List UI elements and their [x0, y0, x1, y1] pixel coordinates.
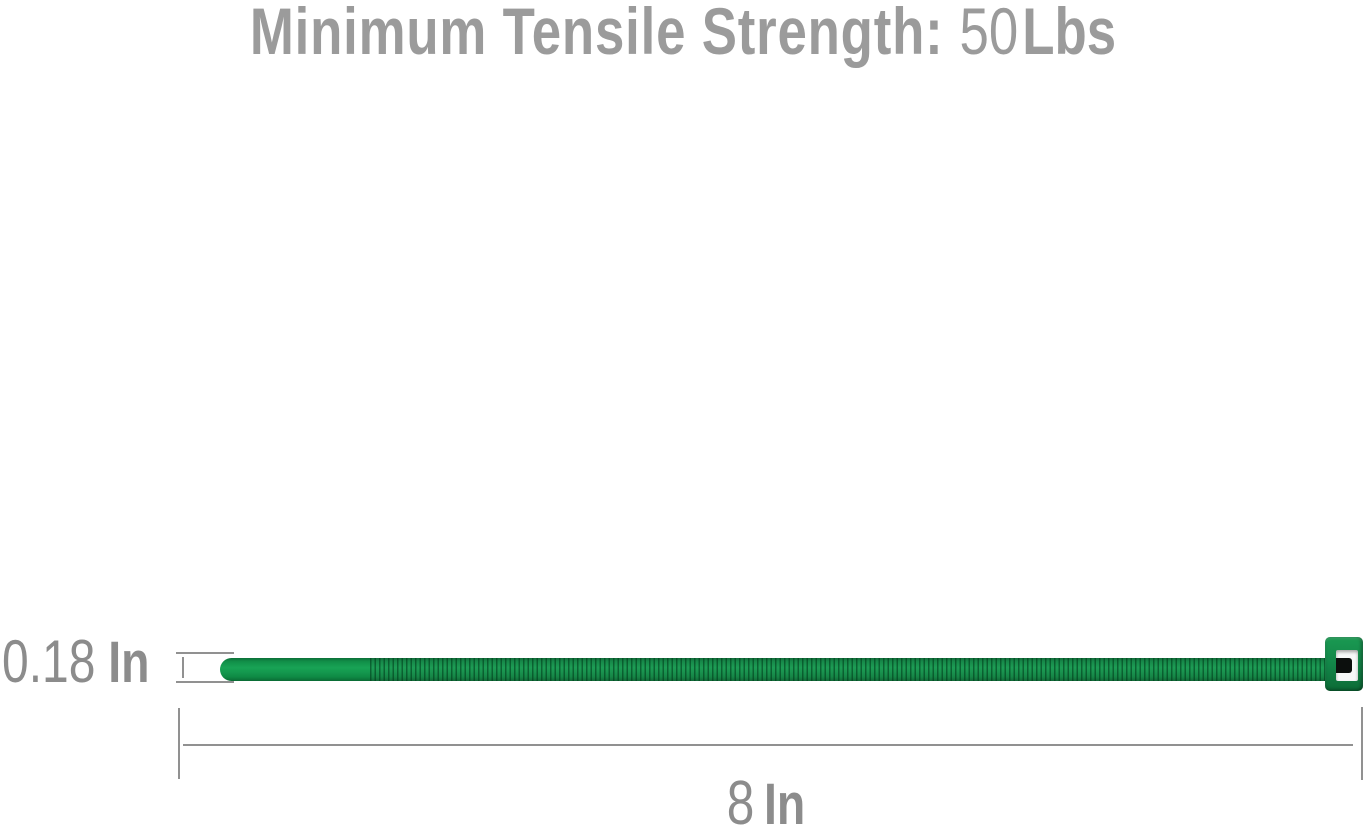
cable-tie-head: [1325, 637, 1363, 691]
width-bracket-top-line: [176, 652, 234, 654]
width-dimension-label: 0.18 In: [2, 632, 149, 692]
length-value: 8: [726, 769, 755, 834]
tensile-strength-value: 50: [959, 0, 1019, 68]
length-dimension-label: 8 In: [727, 773, 805, 834]
width-bracket-bottom-line: [176, 681, 234, 683]
cable-tie-head-slot: [1336, 650, 1358, 681]
page-title: Minimum Tensile Strength: 50 Lbs: [137, 0, 1230, 70]
length-extension-line-left: [178, 708, 180, 779]
width-unit: In: [108, 630, 150, 695]
cable-tie-ribs: [370, 658, 1326, 681]
length-dimension-line: [183, 744, 1353, 746]
cable-tie-pawl: [1336, 658, 1352, 673]
tensile-strength-unit: Lbs: [1022, 0, 1117, 68]
cable-tie-strap: [220, 658, 1326, 681]
length-extension-line-right: [1361, 707, 1363, 780]
width-value: 0.18: [2, 628, 96, 695]
length-dimension-label-row: 8 In: [170, 773, 1362, 834]
width-dimension-line: [182, 657, 184, 678]
title-text: Minimum Tensile Strength:: [249, 0, 944, 68]
length-unit: In: [763, 772, 806, 834]
